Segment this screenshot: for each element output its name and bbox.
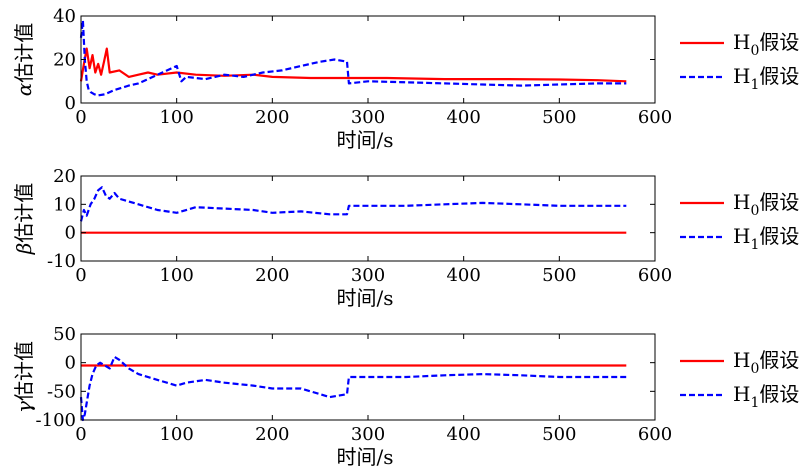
x-tick-label: 600	[638, 265, 672, 286]
x-tick-label: 0	[75, 265, 86, 286]
x-axis-label: 时间/s	[336, 286, 393, 310]
series-line-h1	[79, 186, 627, 222]
series-line-h0	[79, 47, 627, 83]
x-tick-label: 0	[75, 107, 86, 128]
x-tick-label: 100	[159, 107, 193, 128]
plot-frame	[80, 175, 656, 262]
x-tick-label: 600	[638, 107, 672, 128]
y-axis-label: α估计值	[12, 23, 36, 97]
x-tick-label: 100	[159, 424, 193, 445]
x-tick-label: 400	[446, 424, 480, 445]
x-tick-label: 300	[351, 107, 385, 128]
y-axis-symbol: γ	[12, 401, 36, 413]
y-tick-label: 0	[65, 223, 76, 244]
y-tick-label: 40	[53, 6, 76, 27]
x-tick-label: 200	[255, 424, 289, 445]
x-tick-label: 300	[351, 424, 385, 445]
legend-label-h0: H0假设	[733, 190, 799, 219]
y-axis-text: 估计值	[12, 183, 36, 243]
y-axis-label: γ估计值	[12, 341, 36, 413]
legend-label-h0: H0假设	[733, 30, 799, 59]
y-tick-label: 20	[53, 166, 76, 187]
plot-frame	[80, 15, 656, 104]
panel-3: 0 100 200 300 400 500 600 -100 -50 0 50 时间/s γ估计值 H0假…	[12, 324, 799, 469]
x-tick-label: 500	[542, 265, 576, 286]
y-axis-text: 估计值	[12, 23, 36, 83]
y-tick-label: 10	[53, 194, 76, 215]
y-tick-label: 0	[65, 353, 76, 374]
legend-label-h0: H0假设	[733, 348, 799, 377]
y-axis-label: β估计值	[12, 183, 36, 256]
y-tick-label: -10	[47, 251, 76, 272]
x-tick-label: 600	[638, 424, 672, 445]
panel-1: 0 100 200 300 400 500 600 0 20 40 时间/s α估计值 H0假设 H1假设	[12, 6, 799, 152]
x-tick-label: 400	[446, 107, 480, 128]
y-tick-label: -50	[47, 381, 76, 402]
x-tick-label: 0	[75, 424, 86, 445]
x-axis-label: 时间/s	[336, 128, 393, 152]
legend-label-h1: H1假设	[733, 224, 799, 253]
x-tick-label: 400	[446, 265, 480, 286]
x-tick-label: 200	[255, 265, 289, 286]
x-tick-label: 200	[255, 107, 289, 128]
y-axis-text: 估计值	[12, 341, 36, 401]
y-tick-label: 20	[53, 50, 76, 71]
series-line-h1	[79, 355, 627, 422]
series-line-h1	[79, 19, 627, 97]
y-tick-label: 0	[65, 93, 76, 114]
y-axis-symbol: β	[12, 243, 36, 256]
y-tick-label: -100	[36, 410, 76, 431]
x-tick-label: 500	[542, 424, 576, 445]
x-tick-label: 100	[159, 265, 193, 286]
x-axis-label: 时间/s	[336, 445, 393, 469]
legend-label-h1: H1假设	[733, 64, 799, 93]
legend-label-h1: H1假设	[733, 382, 799, 411]
x-tick-label: 500	[542, 107, 576, 128]
y-axis-symbol: α	[12, 82, 36, 96]
y-tick-label: 50	[53, 324, 76, 345]
x-tick-label: 300	[351, 265, 385, 286]
